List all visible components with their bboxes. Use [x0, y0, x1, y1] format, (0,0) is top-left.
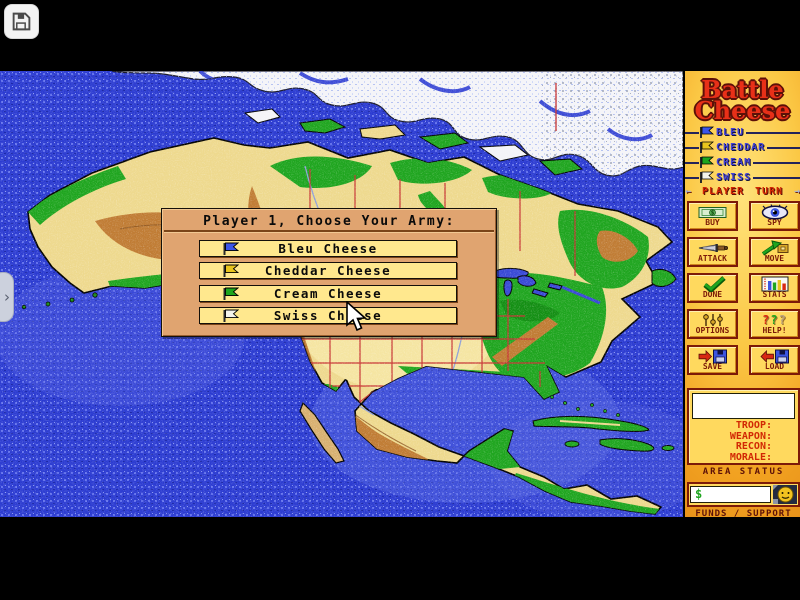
move-label: MOVE: [764, 254, 785, 263]
load-button[interactable]: LOAD: [749, 345, 800, 375]
swiss-flag-icon: [700, 171, 714, 183]
spy-label: SPY: [767, 218, 782, 227]
smiley-face-icon: [777, 486, 793, 503]
area-status-caption: AREA STATUS: [702, 467, 785, 477]
area-status-panel: TROOP: WEAPON: RECON: MORALE:: [687, 388, 800, 465]
legend-label: BLEU: [716, 127, 745, 138]
sliders-icon: [689, 312, 736, 328]
weapon-field: WEAPON:: [729, 430, 772, 442]
save-label: SAVE: [702, 362, 723, 371]
arrow-from-floppy-icon: [751, 348, 798, 364]
checkmark-icon: [689, 276, 736, 292]
turn-label: TURN: [754, 186, 784, 197]
player-turn-row: ← PLAYER TURN →: [685, 185, 800, 198]
svg-text:$: $: [710, 209, 714, 216]
swiss-flag-icon: [223, 309, 239, 322]
drawer-handle[interactable]: ›: [0, 272, 14, 322]
game-screen: Battle Cheese BLEU: [0, 71, 800, 519]
attack-label: ATTACK: [698, 254, 727, 263]
options-button[interactable]: OPTIONS: [687, 309, 738, 339]
army-option-label: Cheddar Cheese: [264, 263, 392, 278]
army-option-label: Cream Cheese: [273, 286, 383, 301]
spy-button[interactable]: SPY: [749, 201, 800, 231]
help-button[interactable]: ??? HELP!: [749, 309, 800, 339]
area-status-fields: TROOP: WEAPON: RECON: MORALE:: [689, 420, 798, 463]
army-option-cheddar-cheese[interactable]: Cheddar Cheese: [199, 262, 457, 279]
game-logo: Battle Cheese: [685, 71, 800, 125]
army-option-bleu-cheese[interactable]: Bleu Cheese: [199, 240, 457, 257]
buy-button[interactable]: $ BUY: [687, 201, 738, 231]
cheddar-flag-icon: [700, 141, 714, 153]
arrow-buckle-icon: [751, 240, 798, 256]
cream-flag-icon: [700, 156, 714, 168]
army-option-cream-cheese[interactable]: Cream Cheese: [199, 285, 457, 302]
army-option-label: Bleu Cheese: [278, 241, 378, 256]
action-button-grid: $ BUY SPY: [685, 201, 800, 375]
support-indicator: [773, 485, 797, 504]
legend-row-bleu: BLEU: [685, 125, 800, 140]
morale-field: MORALE:: [729, 451, 772, 463]
army-option-swiss-cheese[interactable]: Swiss Cheese: [199, 307, 457, 324]
money-icon: $: [689, 204, 736, 220]
save-state-button[interactable]: [4, 4, 39, 39]
legend-label: CREAM: [716, 157, 752, 168]
troop-field: TROOP:: [735, 420, 772, 431]
bleu-flag-icon: [223, 242, 239, 255]
player-arrow-icon: ←: [685, 186, 692, 197]
recon-field: RECON:: [735, 441, 772, 452]
done-label: DONE: [702, 290, 723, 299]
area-status-display: [692, 393, 795, 419]
choose-army-dialog: Player 1, Choose Your Army: Bleu Cheese …: [161, 208, 497, 337]
chevron-right-icon: ›: [4, 288, 10, 306]
load-label: LOAD: [764, 362, 785, 371]
question-marks-icon: ???: [762, 313, 787, 327]
stats-label: STATS: [762, 290, 787, 299]
arrow-to-floppy-icon: [689, 348, 736, 364]
logo-line-1: Battle: [701, 75, 784, 104]
logo-line-2: Cheese: [694, 96, 791, 125]
army-option-label: Swiss Cheese: [273, 308, 383, 323]
bar-chart-icon: [751, 276, 798, 292]
cream-flag-icon: [223, 287, 239, 300]
legend-label: SWISS: [716, 172, 752, 183]
funds-field: $: [690, 486, 771, 503]
legend-label: CHEDDAR: [716, 142, 766, 153]
attack-button[interactable]: ATTACK: [687, 237, 738, 267]
dagger-icon: [689, 240, 736, 256]
cheddar-flag-icon: [223, 264, 239, 277]
sidebar: Battle Cheese BLEU: [683, 71, 800, 519]
legend-row-cheddar: CHEDDAR: [685, 140, 800, 155]
player-label: PLAYER: [701, 186, 745, 197]
dialog-title: Player 1, Choose Your Army:: [164, 211, 494, 232]
funds-panel: $: [687, 482, 800, 507]
legend-row-swiss: SWISS: [685, 170, 800, 185]
options-label: OPTIONS: [695, 326, 730, 335]
floppy-disk-icon: [12, 12, 31, 31]
army-legend: BLEU CHEDDAR: [685, 125, 800, 185]
turn-arrow-icon: →: [793, 186, 800, 197]
move-button[interactable]: MOVE: [749, 237, 800, 267]
bleu-flag-icon: [700, 126, 714, 138]
eye-icon: [751, 204, 798, 220]
buy-label: BUY: [705, 218, 720, 227]
legend-row-cream: CREAM: [685, 155, 800, 170]
done-button[interactable]: DONE: [687, 273, 738, 303]
save-button[interactable]: SAVE: [687, 345, 738, 375]
stats-button[interactable]: STATS: [749, 273, 800, 303]
funds-caption: FUNDS / SUPPORT: [695, 509, 792, 519]
help-label: HELP!: [762, 326, 787, 335]
